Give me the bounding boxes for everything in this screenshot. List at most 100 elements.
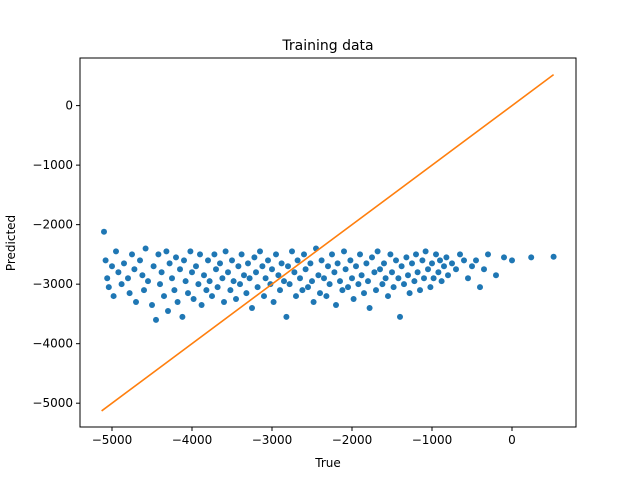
data-point [286, 281, 293, 288]
data-point [105, 284, 112, 291]
data-point [345, 284, 351, 291]
fit-line [101, 74, 555, 412]
data-point [438, 278, 445, 285]
data-point [493, 272, 499, 279]
data-point [205, 257, 211, 264]
data-point [397, 313, 403, 320]
data-point [237, 281, 243, 288]
data-point [213, 266, 219, 273]
data-point [414, 269, 421, 276]
data-point [473, 257, 479, 264]
data-point [429, 260, 435, 267]
data-point [310, 299, 317, 306]
data-point [409, 260, 415, 267]
data-point [153, 316, 159, 323]
data-point [381, 260, 387, 267]
data-point [477, 284, 483, 291]
data-point [366, 304, 373, 311]
data-point [273, 251, 279, 258]
data-point [406, 290, 413, 297]
data-point [382, 275, 389, 282]
data-point [211, 251, 218, 258]
data-point [341, 248, 347, 255]
data-point [217, 260, 223, 267]
data-point [373, 287, 379, 294]
data-point [189, 269, 195, 276]
data-point [227, 287, 234, 294]
data-point [339, 287, 346, 294]
data-point [161, 293, 167, 300]
data-point [173, 254, 179, 261]
data-point [294, 257, 301, 264]
data-point [430, 275, 437, 282]
chart-title: Training data [281, 38, 373, 54]
data-point [157, 281, 163, 288]
data-point [445, 272, 451, 279]
data-point [326, 281, 333, 288]
data-point [281, 278, 287, 285]
data-point [225, 269, 231, 276]
data-point [133, 299, 139, 306]
data-point [398, 263, 405, 270]
y-tick-label: −3000 [32, 277, 73, 291]
data-point [198, 301, 205, 308]
data-point [245, 260, 251, 267]
data-point [155, 251, 162, 258]
data-point [371, 269, 378, 276]
data-point [528, 254, 535, 261]
data-point [177, 266, 183, 273]
data-point [201, 272, 207, 279]
y-tick-label: −1000 [32, 158, 73, 172]
data-point [190, 296, 197, 303]
data-point [317, 290, 323, 297]
data-point [283, 313, 290, 320]
data-point [126, 290, 133, 297]
data-point [403, 254, 410, 261]
data-point [421, 275, 427, 282]
data-point [321, 275, 327, 282]
data-point [453, 266, 459, 273]
y-tick-label: 0 [65, 99, 73, 113]
data-point [269, 266, 275, 273]
data-point [443, 254, 450, 261]
data-point [193, 263, 199, 270]
data-point [385, 293, 391, 300]
data-point [113, 248, 119, 255]
data-point [289, 248, 295, 255]
data-point [238, 251, 245, 258]
data-point [387, 251, 394, 258]
data-point [419, 257, 426, 264]
data-point [278, 260, 285, 267]
data-point [413, 251, 419, 258]
y-tick-label: −2000 [32, 218, 73, 232]
data-point [118, 281, 125, 288]
data-point [110, 293, 117, 300]
data-point [254, 284, 261, 291]
data-point [550, 253, 557, 260]
data-point [337, 278, 343, 285]
data-point [422, 248, 429, 255]
data-point [125, 275, 131, 282]
data-point [219, 275, 226, 282]
line-series [101, 74, 555, 412]
data-point [235, 263, 242, 270]
data-point [142, 245, 149, 252]
data-point [257, 248, 263, 255]
data-point [318, 257, 325, 264]
data-point [233, 296, 239, 303]
data-point [174, 299, 181, 306]
data-point [275, 272, 282, 279]
data-point [179, 313, 186, 320]
data-point [253, 269, 259, 276]
plot-area [101, 74, 557, 412]
data-point [150, 263, 157, 270]
data-point [389, 269, 395, 276]
data-point [449, 260, 455, 267]
data-point [461, 257, 467, 264]
axes: −5000 −4000 −3000 −2000 −1000 0 −5000 −4000 −300… [32, 57, 577, 447]
data-point [241, 272, 247, 279]
data-point [230, 278, 237, 285]
data-point [115, 269, 122, 276]
data-point [197, 251, 203, 258]
